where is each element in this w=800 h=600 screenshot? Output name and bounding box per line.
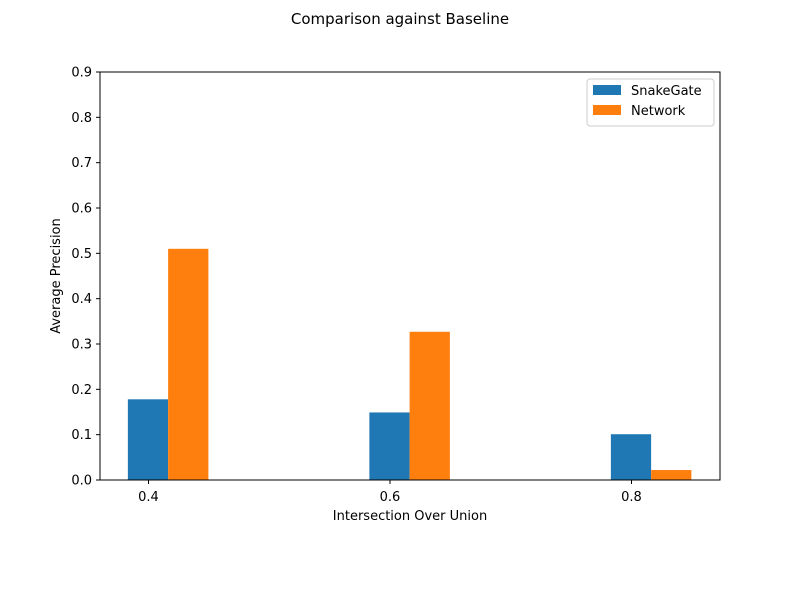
legend: SnakeGate Network — [586, 78, 715, 127]
x-tick-label: 0.6 — [380, 490, 401, 505]
y-tick-label: 0.7 — [71, 156, 92, 171]
legend-label-network: Network — [631, 104, 686, 119]
legend-swatch-network — [593, 105, 621, 115]
x-tick-label: 0.8 — [621, 490, 642, 505]
x-axis: 0.4 0.6 0.8 — [138, 480, 642, 505]
y-tick-label: 0.4 — [71, 292, 92, 307]
bar-network-0.6 — [409, 331, 450, 480]
chart-title: Comparison against Baseline — [291, 10, 509, 28]
y-tick-label: 0.0 — [71, 474, 92, 489]
y-tick-label: 0.9 — [71, 66, 92, 81]
bar-snakegate-0.8 — [610, 434, 652, 480]
x-axis-label: Intersection Over Union — [333, 509, 487, 524]
y-tick-label: 0.2 — [71, 383, 92, 398]
plot-frame — [99, 71, 721, 481]
y-axis: 0.0 0.1 0.2 0.3 0.4 0.5 0.6 0.7 0.8 0.9 — [71, 66, 100, 489]
y-tick-label: 0.5 — [71, 247, 92, 262]
legend-swatch-snakegate — [593, 85, 621, 95]
x-tick-label: 0.4 — [138, 490, 159, 505]
y-tick-label: 0.1 — [71, 428, 92, 443]
bar-snakegate-0.6 — [369, 412, 410, 480]
y-tick-label: 0.8 — [71, 111, 92, 126]
y-axis-label: Average Precision — [49, 218, 64, 334]
bar-network-0.4 — [168, 248, 209, 480]
y-tick-label: 0.6 — [71, 202, 92, 217]
legend-label-snakegate: SnakeGate — [631, 84, 702, 99]
bar-snakegate-0.4 — [127, 399, 169, 480]
y-tick-label: 0.3 — [71, 338, 92, 353]
bars-group — [127, 248, 692, 480]
bar-network-0.8 — [651, 470, 692, 480]
